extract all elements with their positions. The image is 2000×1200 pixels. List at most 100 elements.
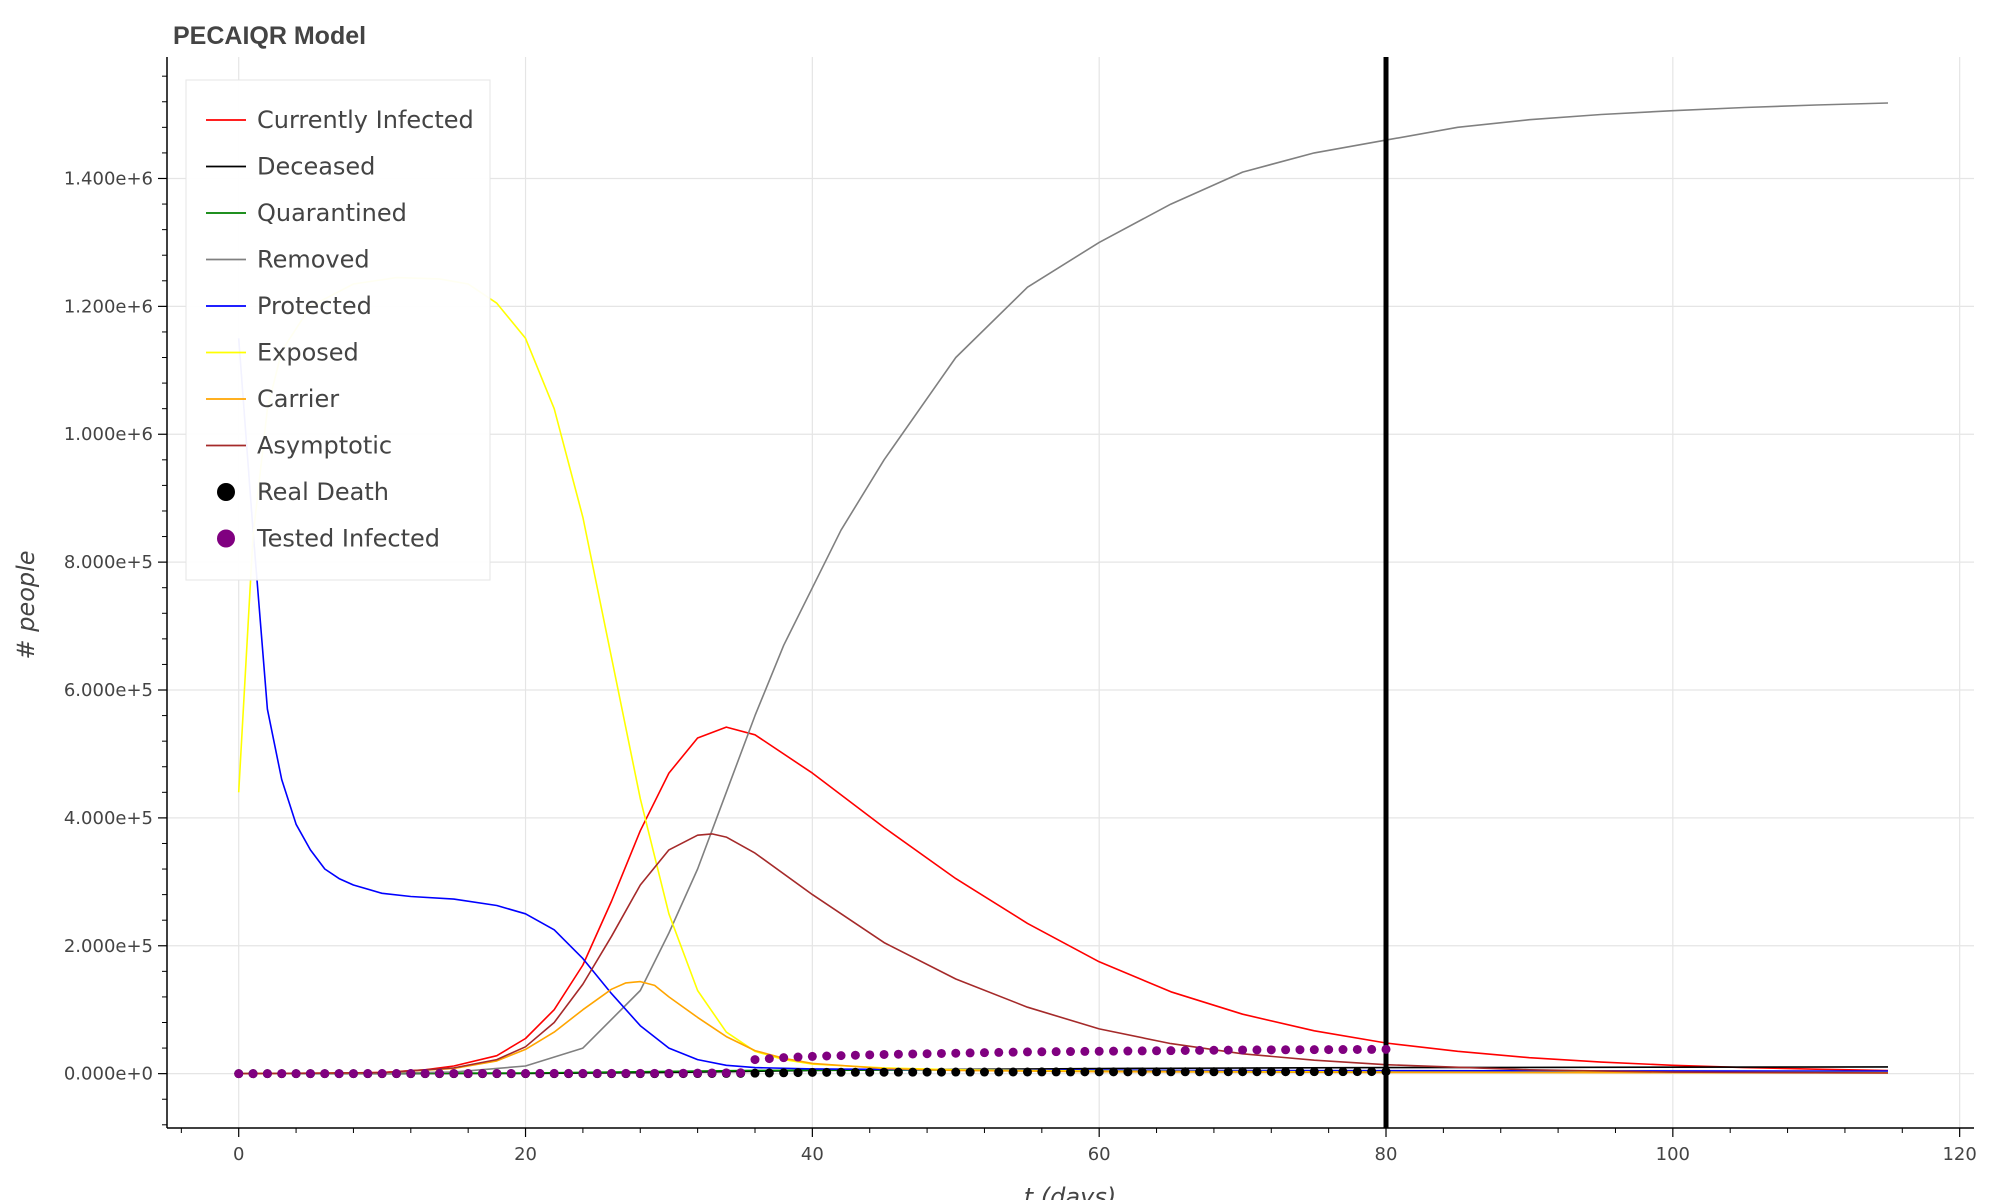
point-real-death bbox=[979, 1067, 989, 1077]
point-real-death bbox=[1180, 1067, 1190, 1077]
point-tested-infected bbox=[750, 1055, 760, 1065]
point-real-death bbox=[836, 1067, 846, 1077]
point-tested-infected bbox=[592, 1068, 602, 1078]
point-tested-infected bbox=[1022, 1047, 1032, 1057]
point-tested-infected bbox=[822, 1051, 832, 1061]
legend-label: Real Death bbox=[257, 478, 389, 506]
series-line-asymptotic bbox=[238, 833, 1889, 1075]
point-tested-infected bbox=[994, 1047, 1004, 1057]
legend-label: Removed bbox=[257, 246, 370, 274]
point-tested-infected bbox=[979, 1048, 989, 1058]
point-real-death bbox=[1352, 1067, 1362, 1077]
point-real-death bbox=[1309, 1067, 1319, 1077]
point-real-death bbox=[936, 1067, 946, 1077]
point-tested-infected bbox=[1123, 1046, 1133, 1056]
legend-item-removed: Removed bbox=[206, 246, 370, 274]
point-tested-infected bbox=[1209, 1045, 1219, 1055]
legend-item-quarantined: Quarantined bbox=[206, 199, 407, 227]
x-tick-label: 20 bbox=[514, 1144, 537, 1165]
y-tick-label: 8.000e+5 bbox=[64, 552, 153, 573]
point-tested-infected bbox=[793, 1052, 803, 1062]
point-tested-infected bbox=[721, 1068, 731, 1078]
point-real-death bbox=[764, 1068, 774, 1078]
point-tested-infected bbox=[951, 1048, 961, 1058]
point-real-death bbox=[1166, 1067, 1176, 1077]
point-real-death bbox=[1266, 1067, 1276, 1077]
point-tested-infected bbox=[420, 1069, 430, 1079]
point-real-death bbox=[1008, 1067, 1018, 1077]
point-tested-infected bbox=[305, 1069, 315, 1079]
point-tested-infected bbox=[764, 1054, 774, 1064]
legend-box bbox=[185, 79, 491, 581]
point-tested-infected bbox=[248, 1069, 258, 1079]
x-tick-label: 60 bbox=[1088, 1144, 1111, 1165]
point-real-death bbox=[965, 1067, 975, 1077]
point-real-death bbox=[1137, 1067, 1147, 1077]
point-real-death bbox=[1109, 1067, 1119, 1077]
y-tick-label: 1.200e+6 bbox=[64, 296, 153, 317]
point-tested-infected bbox=[650, 1068, 660, 1078]
legend-label: Carrier bbox=[257, 385, 339, 413]
point-tested-infected bbox=[1324, 1045, 1334, 1055]
point-real-death bbox=[793, 1068, 803, 1078]
point-real-death bbox=[922, 1067, 932, 1077]
point-real-death bbox=[1238, 1067, 1248, 1077]
series-line-carrier bbox=[238, 980, 1889, 1075]
legend-item-currently-infected: Currently Infected bbox=[206, 106, 474, 134]
point-tested-infected bbox=[850, 1050, 860, 1060]
point-tested-infected bbox=[1352, 1044, 1362, 1054]
point-tested-infected bbox=[277, 1069, 287, 1079]
point-tested-infected bbox=[678, 1068, 688, 1078]
point-real-death bbox=[1367, 1067, 1377, 1077]
chart-title: PECAIQR Model bbox=[173, 22, 366, 50]
point-real-death bbox=[850, 1067, 860, 1077]
point-tested-infected bbox=[693, 1068, 703, 1078]
point-tested-infected bbox=[549, 1068, 559, 1078]
legend-label: Deceased bbox=[257, 153, 375, 181]
legend-item-real-death: Real Death bbox=[217, 478, 389, 506]
point-tested-infected bbox=[406, 1069, 416, 1079]
point-real-death bbox=[1252, 1067, 1262, 1077]
point-tested-infected bbox=[334, 1069, 344, 1079]
legend-label: Tested Infected bbox=[256, 525, 440, 553]
point-tested-infected bbox=[879, 1049, 889, 1059]
point-tested-infected bbox=[1080, 1046, 1090, 1056]
legend-label: Quarantined bbox=[257, 199, 407, 227]
point-tested-infected bbox=[1137, 1046, 1147, 1056]
point-real-death bbox=[1094, 1067, 1104, 1077]
y-tick-label: 1.000e+6 bbox=[64, 424, 153, 445]
point-real-death bbox=[1381, 1067, 1391, 1077]
y-tick-label: 0.000e+0 bbox=[64, 1064, 153, 1085]
point-tested-infected bbox=[578, 1068, 588, 1078]
y-tick-label: 6.000e+5 bbox=[64, 680, 153, 701]
point-tested-infected bbox=[1238, 1045, 1248, 1055]
point-tested-infected bbox=[1195, 1045, 1205, 1055]
point-real-death bbox=[822, 1067, 832, 1077]
point-tested-infected bbox=[1295, 1045, 1305, 1055]
point-tested-infected bbox=[1309, 1045, 1319, 1055]
point-tested-infected bbox=[1367, 1044, 1377, 1054]
point-real-death bbox=[1022, 1067, 1032, 1077]
y-tick-label: 1.400e+6 bbox=[64, 168, 153, 189]
point-real-death bbox=[951, 1067, 961, 1077]
point-real-death bbox=[807, 1067, 817, 1077]
point-tested-infected bbox=[492, 1068, 502, 1078]
point-real-death bbox=[1066, 1067, 1075, 1077]
point-real-death bbox=[1051, 1067, 1061, 1077]
legend-label: Protected bbox=[257, 292, 372, 320]
point-tested-infected bbox=[807, 1051, 817, 1061]
point-real-death bbox=[1080, 1067, 1090, 1077]
series-line-protected bbox=[237, 338, 1889, 1072]
legend-item-tested-infected: Tested Infected bbox=[217, 525, 440, 553]
point-tested-infected bbox=[234, 1069, 244, 1079]
point-real-death bbox=[1209, 1067, 1219, 1077]
point-real-death bbox=[1324, 1067, 1334, 1077]
point-tested-infected bbox=[635, 1068, 645, 1078]
point-tested-infected bbox=[391, 1069, 401, 1079]
legend-label: Exposed bbox=[257, 339, 359, 367]
point-tested-infected bbox=[521, 1068, 531, 1078]
point-tested-infected bbox=[449, 1068, 459, 1078]
point-tested-infected bbox=[922, 1049, 932, 1059]
point-tested-infected bbox=[1152, 1046, 1162, 1056]
